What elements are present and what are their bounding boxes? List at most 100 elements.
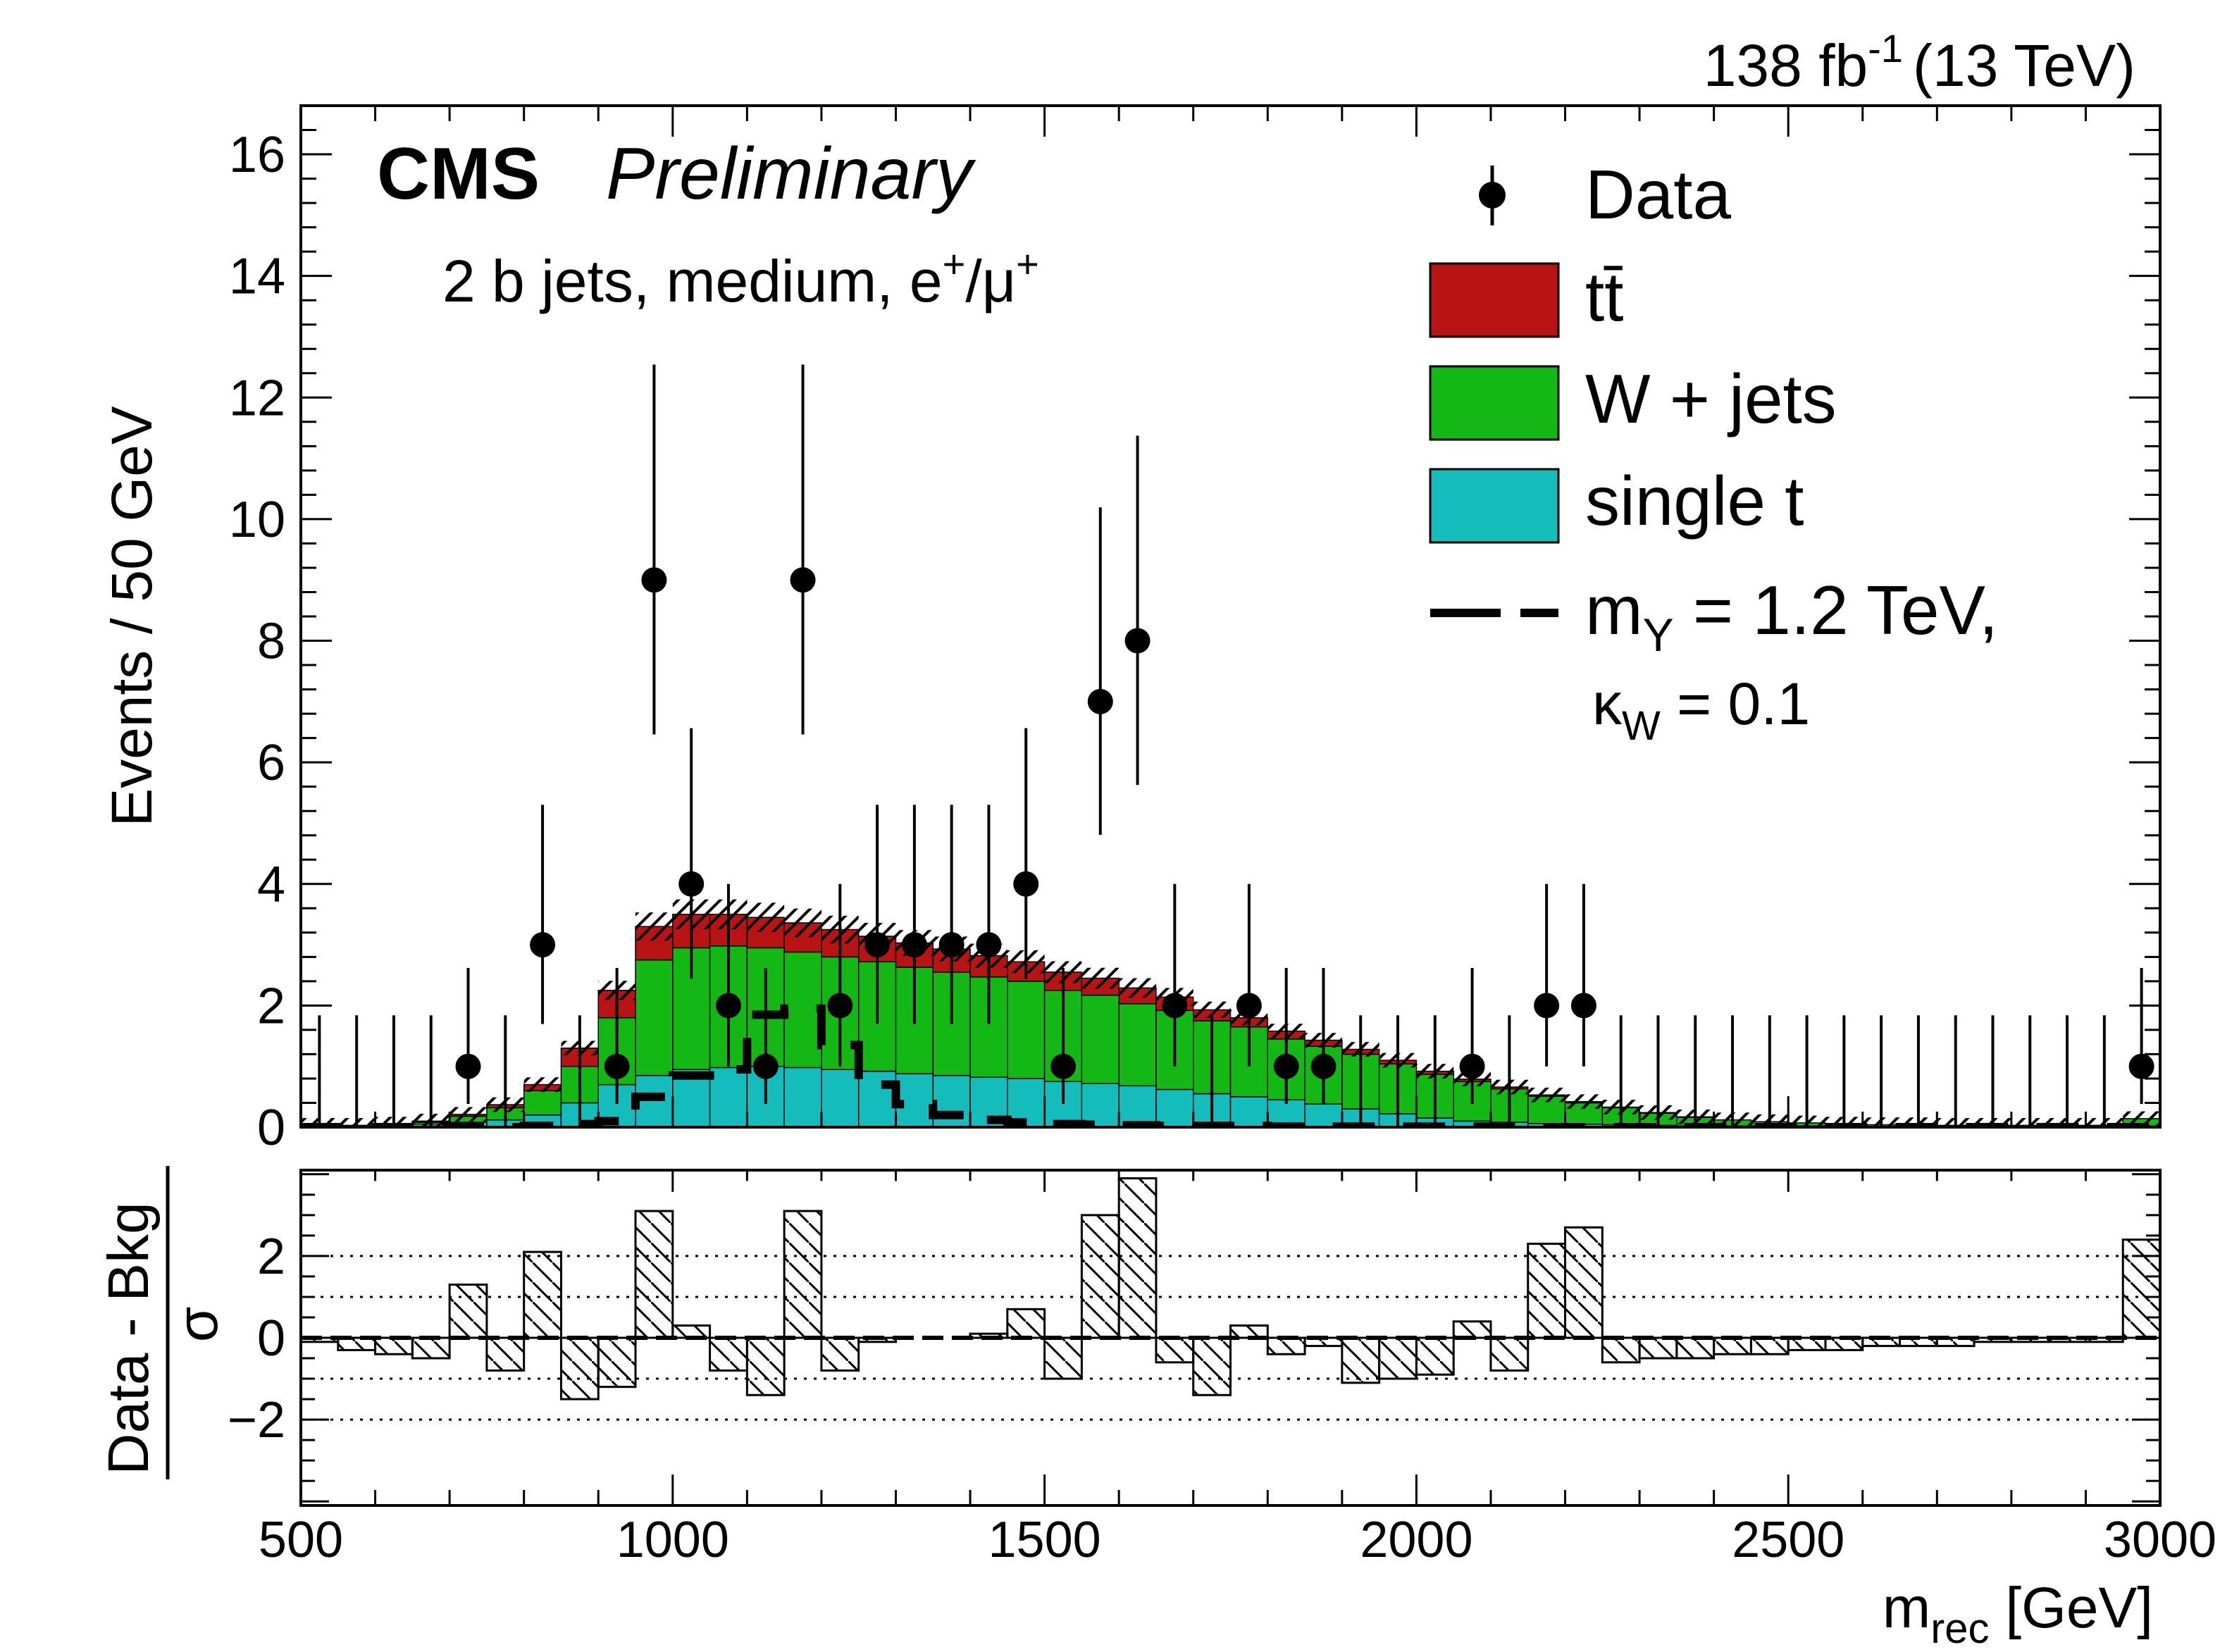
y-tick-label: 16	[229, 127, 285, 183]
data-point	[715, 993, 741, 1019]
ratio-bar	[1006, 1308, 1046, 1339]
ratio-bar	[1824, 1336, 1864, 1351]
data-point	[1013, 871, 1039, 897]
data-point	[1534, 993, 1560, 1019]
legend: Data tt̄ W + jets single t mY = 1.2 TeV,…	[1429, 156, 1998, 749]
data-point	[938, 932, 965, 958]
stack-bar-singlet	[857, 1070, 897, 1127]
ratio-bar	[857, 1336, 897, 1343]
ratio-bar	[448, 1284, 488, 1339]
data-point	[1087, 688, 1113, 714]
y-tick-label: 8	[257, 614, 285, 670]
ratio-bar	[597, 1336, 637, 1389]
ratio-bar	[671, 1324, 712, 1339]
legend-label-ttbar: tt̄	[1585, 258, 1623, 335]
ratio-bar	[1564, 1226, 1604, 1339]
ratio-bar	[1675, 1336, 1716, 1360]
ratio-bar	[1713, 1336, 1752, 1355]
ratio-bar	[709, 1336, 748, 1372]
ratio-bar	[1973, 1336, 2013, 1343]
data-point	[455, 1053, 481, 1079]
legend-entry-ttbar: tt̄	[1429, 258, 1623, 338]
ratio-bar	[1043, 1336, 1083, 1380]
ratio-bar	[1787, 1336, 1827, 1351]
uncertainty-band-bin	[784, 908, 821, 938]
cms-label: CMS	[377, 133, 540, 215]
y-tick-label: 2	[257, 978, 285, 1034]
ratio-bar	[523, 1250, 562, 1339]
data-point	[1310, 1053, 1337, 1079]
legend-entry-wjets: W + jets	[1429, 360, 1837, 441]
x-tick-label: 1500	[988, 1512, 1101, 1568]
ratio-bar	[820, 1336, 860, 1372]
ratio-bar	[783, 1210, 823, 1339]
y-tick-label: 6	[257, 735, 285, 791]
y-tick-label: 10	[229, 492, 285, 548]
ratio-ylabel-denominator: σ	[166, 1307, 230, 1343]
data-marker-icon	[1479, 182, 1506, 209]
ratio-bar	[337, 1336, 377, 1351]
ratio-bar	[1935, 1336, 1976, 1348]
stack-bar-singlet	[1118, 1085, 1157, 1127]
ratio-bar	[1899, 1336, 1938, 1348]
legend-entry-signal: mY = 1.2 TeV, κW = 0.1	[1430, 571, 1998, 749]
x-tick-label: 500	[259, 1512, 343, 1568]
data-point	[1050, 1053, 1076, 1079]
data-point	[1236, 993, 1262, 1019]
axes: 500 1000 1500 2000 2500 3000 0 2 4 6 8 10 12 14 16 −2 0 2	[228, 106, 2216, 1568]
ratio-bar	[1155, 1336, 1195, 1364]
data-point	[1273, 1053, 1299, 1079]
y-tick-label: 4	[257, 857, 285, 913]
ratio-bar	[1638, 1336, 1678, 1360]
x-tick-label: 3000	[2104, 1512, 2216, 1568]
x-tick-label: 1000	[616, 1512, 729, 1568]
data-point	[604, 1053, 630, 1079]
legend-label-signal-line1: mY = 1.2 TeV,	[1585, 571, 1998, 661]
ratio-bar	[411, 1336, 451, 1360]
y-tick-label: 12	[229, 370, 285, 426]
ratio-bar	[1266, 1336, 1306, 1355]
ratio-ylabel-numerator: Data - Bkg	[97, 1202, 161, 1474]
stack-bar-wjets	[1007, 981, 1046, 1079]
ratio-tick-label: 0	[257, 1310, 285, 1367]
data-point	[1124, 628, 1151, 654]
stack-bar-wjets	[1118, 1003, 1157, 1087]
ratio-bar	[2047, 1336, 2087, 1343]
x-axis-title: mrec [GeV]	[1883, 1576, 2153, 1652]
ratio-bar	[2121, 1238, 2160, 1339]
lumi-label: 138 fb-1 (13 TeV)	[1704, 26, 2135, 99]
uncertainty-band-bin	[747, 902, 785, 933]
uncertainty-band-bin	[1193, 1001, 1231, 1019]
ratio-bar	[1303, 1336, 1344, 1348]
ratio-bar	[1861, 1336, 1902, 1348]
ratio-bar	[745, 1336, 786, 1396]
y-axis-title-bottom: Data - Bkg σ	[97, 1166, 230, 1479]
stack-bar-singlet	[1229, 1096, 1269, 1127]
ratio-bar	[1527, 1242, 1567, 1339]
y-tick-label: 0	[257, 1100, 285, 1156]
data-point	[678, 871, 705, 897]
stack-bar-singlet	[783, 1067, 822, 1127]
selection-label: 2 b jets, medium, e+/μ+	[442, 242, 1039, 314]
data-point	[2128, 1053, 2154, 1079]
legend-entry-data: Data	[1479, 156, 1732, 233]
ratio-bar	[1601, 1336, 1641, 1364]
singlet-swatch-icon	[1429, 468, 1560, 544]
legend-label-data: Data	[1585, 156, 1732, 233]
stack-bar-singlet	[709, 1067, 748, 1127]
stack-bar-singlet	[635, 1074, 674, 1127]
data-point	[530, 932, 556, 958]
legend-entry-singlet: single t	[1429, 462, 1804, 544]
ratio-bar	[1749, 1336, 1790, 1355]
stack-bar-singlet	[1155, 1088, 1194, 1127]
ratio-bar	[1080, 1214, 1120, 1339]
ratio-tick-label: −2	[228, 1392, 285, 1448]
ratio-bar	[1452, 1320, 1492, 1339]
data-point	[1570, 993, 1596, 1019]
ratio-bar	[559, 1336, 600, 1401]
uncertainty-band-bin	[2123, 1111, 2160, 1126]
data-point	[901, 932, 927, 958]
ttbar-swatch-icon	[1429, 262, 1560, 338]
x-tick-label: 2000	[1360, 1512, 1472, 1568]
